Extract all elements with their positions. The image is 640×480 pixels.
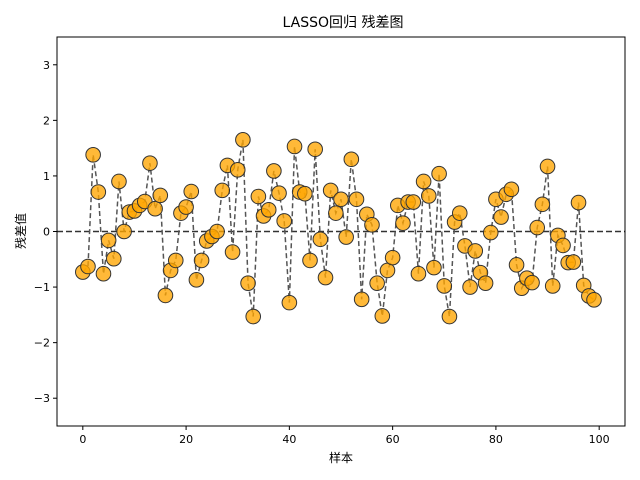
y-tick-label: 0 bbox=[43, 226, 50, 239]
residual-point bbox=[369, 275, 385, 291]
residual-point bbox=[193, 252, 210, 269]
residual-point bbox=[214, 182, 231, 199]
residual-point bbox=[250, 188, 267, 205]
residual-point bbox=[364, 217, 380, 233]
residual-point bbox=[85, 147, 101, 163]
residual-point bbox=[477, 275, 494, 291]
residual-point bbox=[307, 141, 323, 158]
residual-point bbox=[436, 278, 453, 294]
residual-point bbox=[384, 249, 401, 266]
residual-point bbox=[240, 275, 256, 291]
residual-point bbox=[116, 223, 132, 240]
residual-point bbox=[106, 250, 122, 267]
chart-title: LASSO回归 残差图 bbox=[283, 14, 404, 31]
residual-point bbox=[565, 254, 582, 270]
y-axis-label: 残差值 bbox=[13, 213, 28, 249]
residual-point bbox=[586, 292, 602, 308]
residual-point bbox=[529, 219, 546, 236]
x-tick-label: 40 bbox=[282, 433, 296, 446]
residual-point bbox=[317, 269, 334, 286]
residual-point bbox=[343, 151, 360, 168]
residual-point bbox=[524, 274, 540, 291]
residual-point bbox=[570, 194, 587, 211]
y-tick-label: −1 bbox=[34, 281, 50, 294]
residual-point bbox=[111, 173, 127, 190]
residual-point bbox=[224, 244, 241, 260]
x-tick-label: 100 bbox=[589, 433, 610, 446]
residual-point bbox=[322, 182, 339, 199]
y-tick-label: 3 bbox=[43, 59, 50, 72]
residual-point bbox=[426, 259, 442, 276]
y-tick-label: 1 bbox=[43, 170, 50, 183]
residual-point bbox=[209, 223, 225, 240]
residual-point bbox=[147, 200, 163, 217]
residual-point bbox=[142, 155, 158, 171]
residual-point bbox=[152, 187, 169, 204]
residual-point bbox=[328, 205, 344, 221]
residual-point bbox=[462, 279, 478, 295]
residual-point bbox=[405, 194, 422, 210]
residual-point bbox=[266, 163, 282, 179]
residual-point bbox=[348, 191, 365, 208]
x-axis-label: 样本 bbox=[329, 450, 353, 465]
x-tick-label: 0 bbox=[79, 433, 86, 446]
residual-point bbox=[302, 252, 318, 269]
residual-point bbox=[260, 202, 277, 218]
x-tick-label: 60 bbox=[386, 433, 400, 446]
residual-point bbox=[286, 138, 303, 155]
residual-point bbox=[157, 287, 174, 304]
residual-point bbox=[229, 162, 246, 178]
residual-point bbox=[415, 173, 432, 190]
x-tick-label: 80 bbox=[489, 433, 503, 446]
residual-point bbox=[441, 308, 458, 325]
residual-point bbox=[508, 257, 525, 273]
residual-point bbox=[276, 213, 293, 229]
residual-point bbox=[493, 209, 509, 225]
residual-point bbox=[80, 258, 96, 275]
residual-point bbox=[467, 243, 484, 259]
residual-point bbox=[410, 265, 427, 282]
residual-point bbox=[235, 132, 251, 148]
residual-point bbox=[503, 181, 520, 198]
residual-point bbox=[395, 215, 411, 231]
y-tick-label: −3 bbox=[34, 392, 50, 405]
y-tick-label: −2 bbox=[34, 337, 50, 350]
residual-point bbox=[420, 188, 437, 204]
residual-point bbox=[188, 272, 205, 288]
residual-point bbox=[555, 237, 571, 254]
residual-point bbox=[451, 205, 468, 221]
plot-area bbox=[57, 132, 625, 325]
residual-point bbox=[297, 185, 313, 202]
residual-point bbox=[100, 232, 117, 249]
residual-point bbox=[245, 308, 262, 325]
x-tick-label: 20 bbox=[179, 433, 193, 446]
residual-point bbox=[374, 308, 391, 324]
residual-point bbox=[281, 294, 298, 311]
residual-point bbox=[271, 185, 287, 201]
residual-point bbox=[183, 183, 200, 200]
residual-point bbox=[178, 199, 194, 215]
residual-point bbox=[544, 278, 561, 294]
residual-point bbox=[482, 224, 499, 241]
residual-point bbox=[95, 265, 112, 282]
residual-point bbox=[90, 184, 107, 200]
residual-point bbox=[312, 231, 329, 248]
residual-point bbox=[167, 252, 184, 269]
y-tick-label: 2 bbox=[43, 114, 50, 127]
residual-point bbox=[539, 158, 556, 175]
residual-point bbox=[534, 196, 551, 213]
residual-point bbox=[353, 291, 370, 308]
residual-point bbox=[431, 165, 447, 182]
residual-point bbox=[333, 191, 349, 208]
residual-point bbox=[338, 229, 354, 245]
